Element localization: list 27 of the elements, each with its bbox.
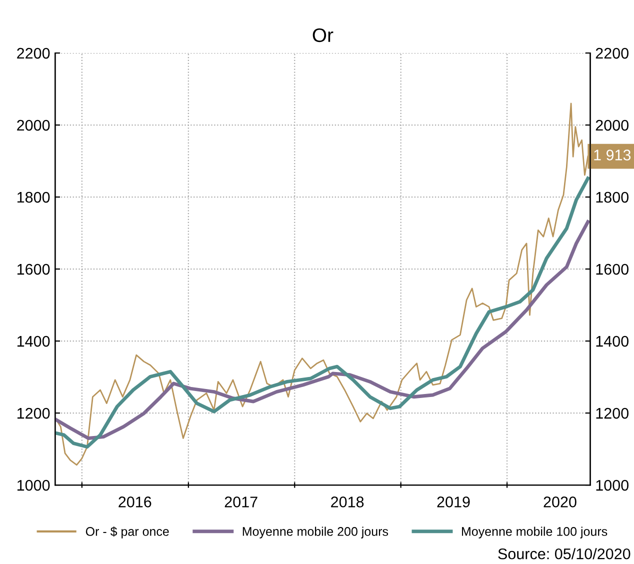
y-tick-label: 1600 [17,264,50,275]
line-series [55,176,590,449]
x-tick-label: 2016 [118,496,152,508]
chart-title: Or [312,28,334,42]
y-tick-label: 1400 [17,336,50,347]
x-tick-label: 2019 [437,496,470,508]
y-tick-label: 2200 [17,48,50,59]
y2-tick-label: 2200 [596,48,629,59]
y2-tick-label: 1200 [596,408,629,419]
y2-tick-label: 1800 [596,192,629,203]
x-tick-label: 2020 [544,496,576,508]
x-tick-label: 2018 [331,496,364,508]
source-note: Source: 05/10/2020 [498,548,630,560]
data-label: 1 913 [594,150,631,160]
y-tick-label: 1200 [17,408,50,419]
y2-tick-label: 1000 [596,480,629,491]
y-tick-label: 1000 [17,480,50,491]
y-tick-label: 1800 [17,192,50,203]
legend-label: Moyenne mobile 100 jours [462,526,608,538]
x-tick-label: 2017 [224,496,258,508]
line-series [55,220,590,440]
y2-tick-label: 1400 [596,336,629,347]
y2-tick-label: 1600 [596,264,629,275]
y-tick-label: 2000 [17,120,50,131]
legend-label: Or - $ par once [86,526,169,538]
y2-tick-label: 2000 [596,120,629,131]
legend-label: Moyenne mobile 200 jours [242,526,388,538]
